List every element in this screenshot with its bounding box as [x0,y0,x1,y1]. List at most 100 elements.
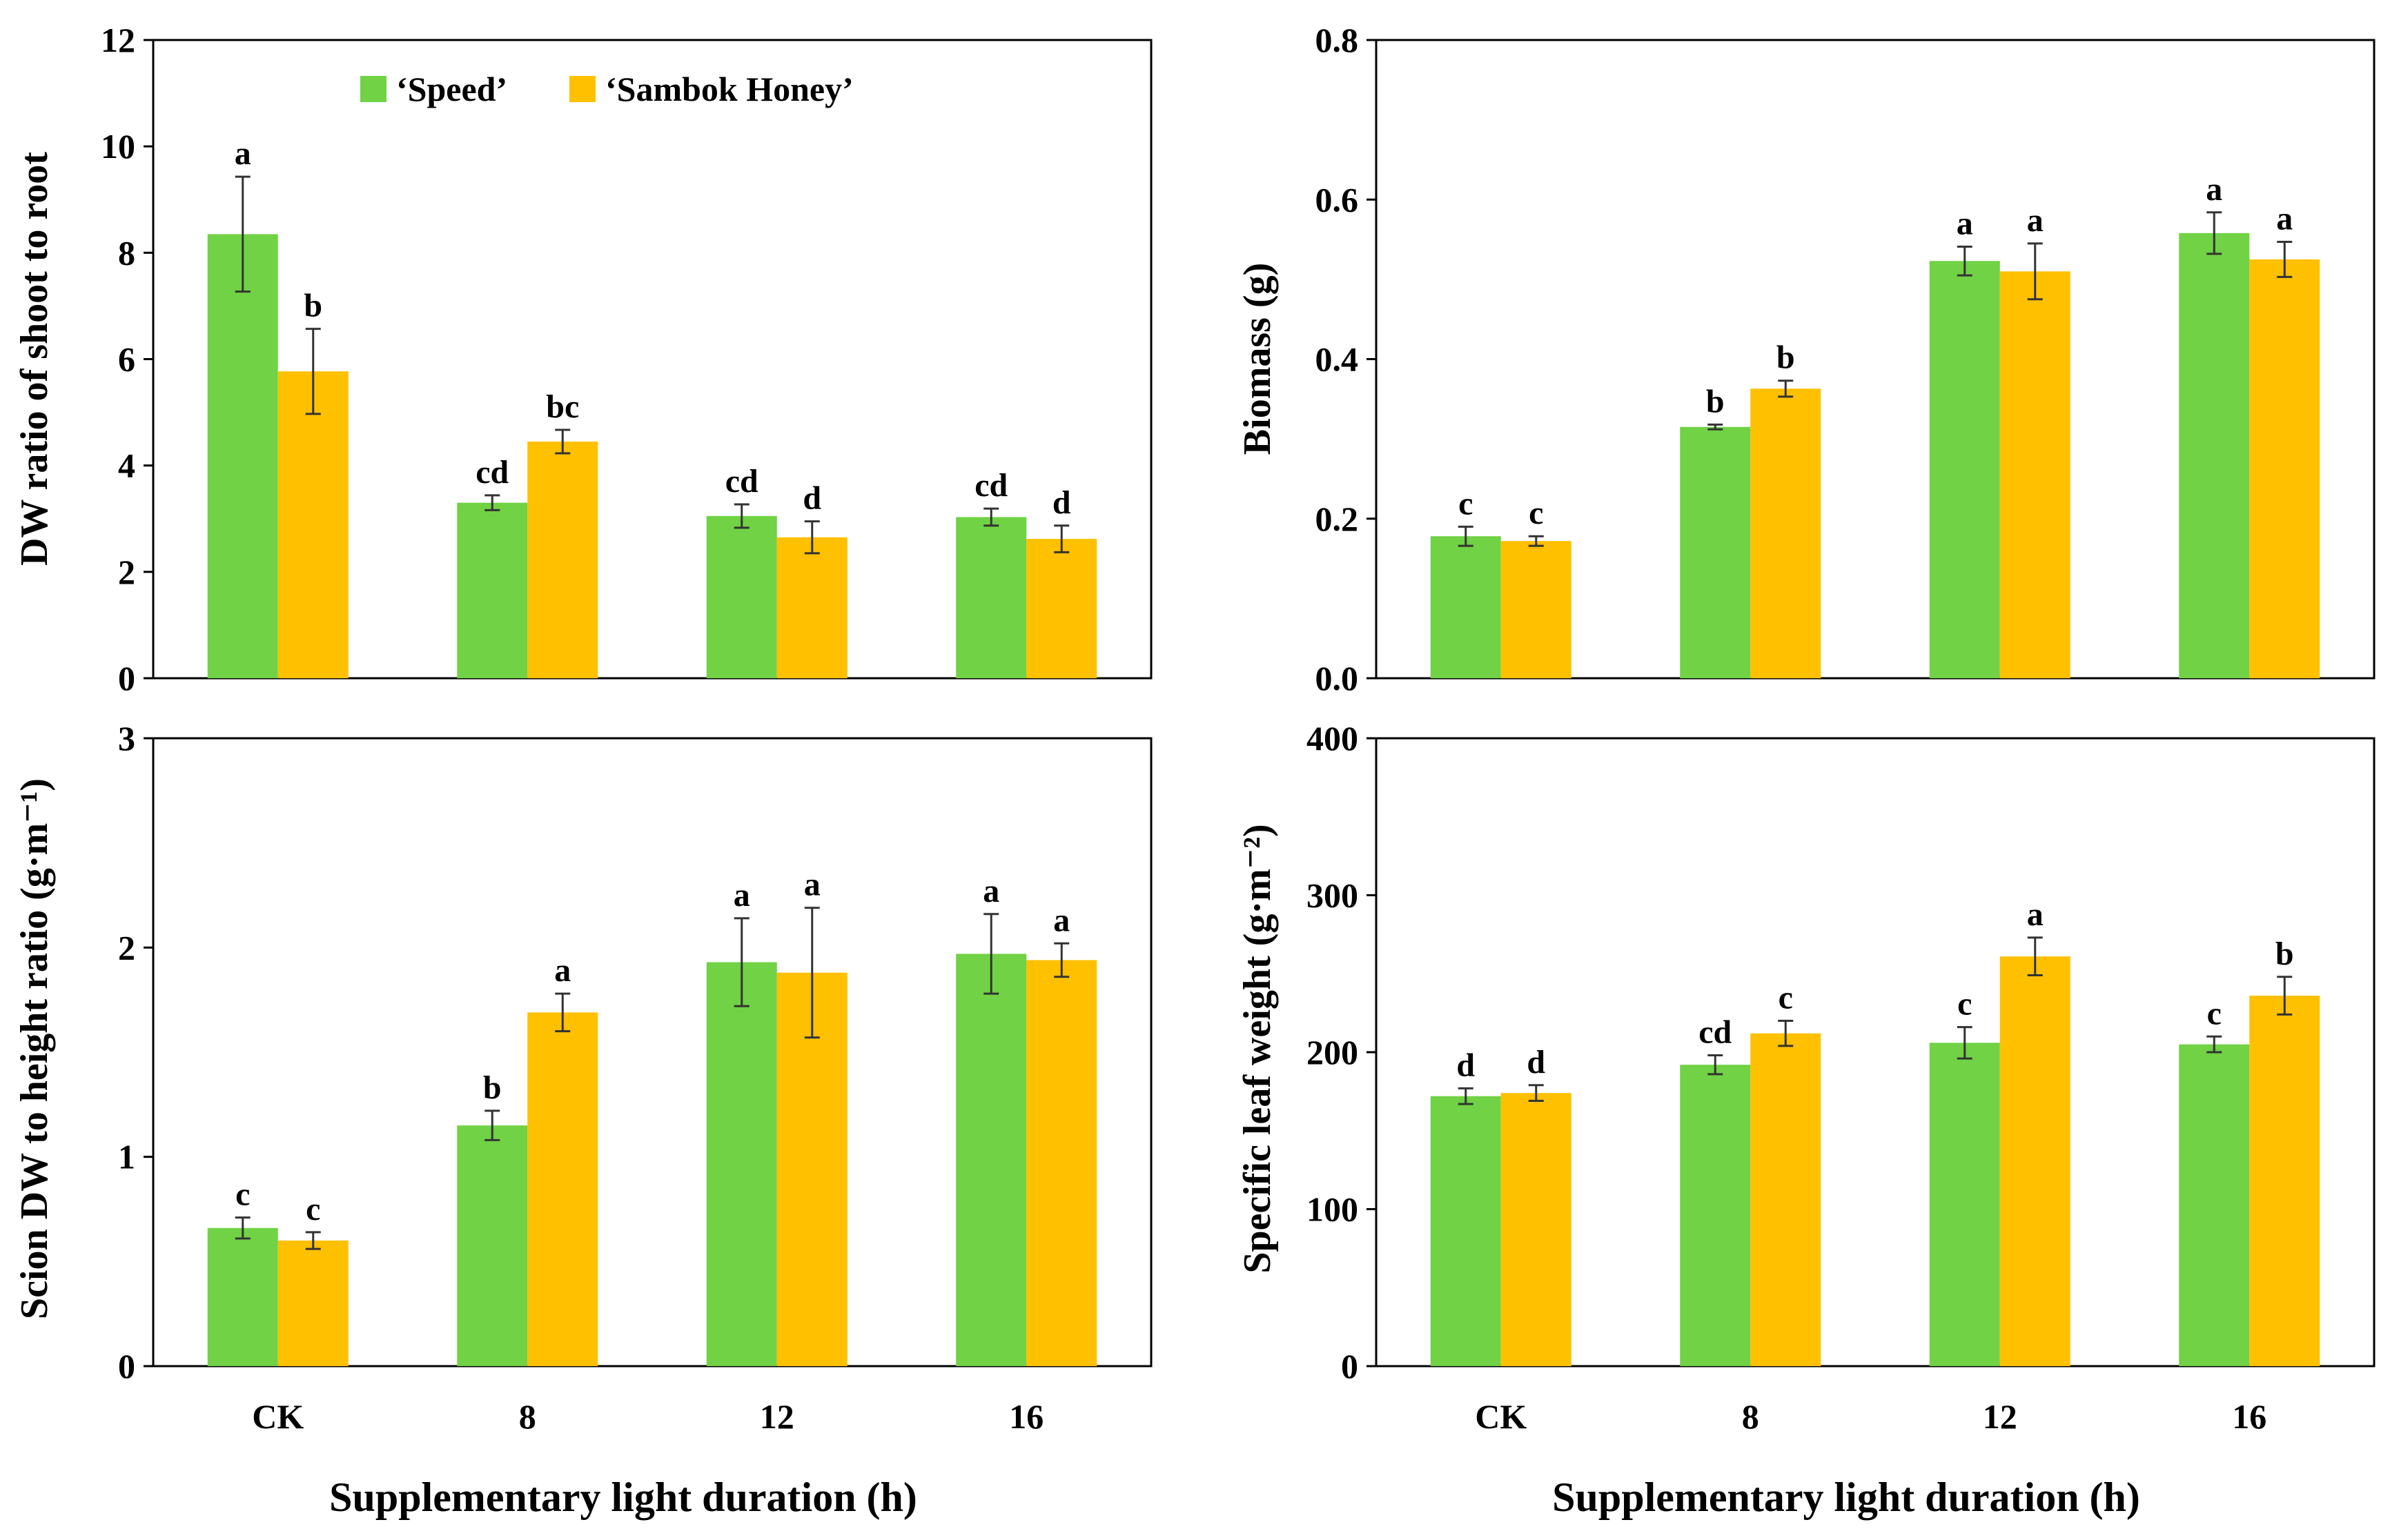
significance-label: a [235,135,251,172]
bar-speed-ck [1430,1096,1501,1366]
significance-label: d [1456,1047,1475,1083]
significance-label: d [1052,484,1071,521]
plot-frame [152,737,1153,1368]
significance-label: d [803,480,821,517]
bar-sambok-honey-8 [527,1012,598,1366]
significance-label: a [1053,902,1070,938]
x-category-label: 8 [1742,1397,1759,1436]
significance-label: a [983,873,999,909]
bar-sambok-honey-16 [2249,996,2320,1366]
y-tick-label: 400 [1306,719,1358,758]
y-tick-label: 300 [1306,876,1358,915]
significance-label: c [306,1191,320,1227]
significance-label: a [554,952,571,989]
significance-label: a [2027,202,2044,239]
y-tick-label: 1 [118,1138,135,1176]
significance-label: b [1706,383,1725,419]
bar-speed-ck [207,234,278,679]
panel-scion-dw-height-ratio: Scion DW to height ratio (g·m⁻¹) Supplem… [13,719,1153,1520]
bar-speed-12 [1929,1043,2000,1366]
significance-label: c [1957,986,1972,1023]
y-tick-label: 10 [101,127,135,166]
x-category-label: 16 [1009,1397,1044,1436]
bar-sambok-honey-12 [1999,271,2070,678]
bar-sambok-honey-ck [277,371,349,678]
bar-sambok-honey-ck [1500,1093,1571,1366]
bar-sambok-honey-16 [2249,259,2320,678]
significance-label: c [1529,495,1543,531]
significance-label: a [2206,171,2222,208]
x-category-label: CK [1475,1397,1527,1436]
significance-label: cd [1698,1014,1732,1051]
y-tick-label: 6 [118,340,135,379]
significance-label: c [2207,995,2222,1031]
significance-label: a [2027,896,2044,933]
bar-sambok-honey-8 [527,441,598,678]
bar-speed-12 [706,962,777,1366]
significance-label: b [1776,339,1795,376]
x-axis-title: Supplementary light duration (h) [1552,1474,2140,1520]
significance-label: cd [725,463,758,500]
bar-sambok-honey-12 [1999,956,2070,1366]
significance-label: c [1458,485,1473,522]
significance-label: bc [546,388,579,425]
bar-speed-ck [207,1227,278,1366]
y-tick-label: 0.2 [1315,500,1359,538]
significance-label: b [483,1069,502,1106]
y-tick-label: 0 [118,1347,135,1385]
legend-label-sambok-honey: ‘Sambok Honey’ [605,70,854,108]
x-category-label: 12 [760,1397,794,1436]
x-category-label: CK [252,1397,304,1436]
legend-swatch-speed [360,76,386,102]
bar-speed-16 [956,954,1027,1366]
bar-speed-8 [457,502,528,678]
y-tick-label: 0.6 [1315,180,1359,219]
y-tick-label: 0.4 [1315,340,1359,379]
x-category-label: 12 [1983,1397,2017,1436]
bar-speed-12 [1929,261,2000,678]
bar-speed-16 [2179,1044,2250,1366]
bar-speed-12 [706,515,777,678]
bar-sambok-honey-8 [1750,1033,1821,1366]
y-tick-label: 0 [1341,1347,1358,1385]
significance-label: c [235,1176,250,1213]
bar-sambok-honey-ck [1500,541,1571,678]
y-axis-title: DW ratio of shoot to root [13,152,56,566]
significance-label: a [734,877,750,914]
bar-sambok-honey-16 [1026,539,1097,678]
y-tick-label: 3 [118,719,135,758]
y-tick-label: 8 [118,233,135,272]
y-tick-label: 12 [101,21,135,59]
legend-swatch-sambok-honey [569,76,596,102]
significance-label: d [1527,1044,1545,1080]
x-axis-title: Supplementary light duration (h) [329,1474,917,1520]
significance-label: a [1957,205,1973,241]
x-category-label: 8 [519,1397,536,1436]
y-axis-title: Specific leaf weight (g·m⁻²) [1236,824,1279,1273]
x-category-label: 16 [2232,1397,2266,1436]
bar-speed-8 [1680,426,1751,678]
panel-biomass: Biomass (g) 0.0 0.2 0.4 0.6 0.8 c c b b a a a a [1236,21,2376,698]
y-axis-title: Biomass (g) [1236,263,1279,455]
significance-label: cd [476,454,509,491]
panel-shoot-root-ratio: DW ratio of shoot to root 024681012abcdb… [13,21,1153,698]
y-tick-label: 0.0 [1315,659,1359,698]
bar-speed-8 [1680,1065,1751,1366]
bar-sambok-honey-12 [776,537,848,678]
significance-label: cd [974,467,1008,504]
bar-speed-8 [457,1125,528,1366]
y-tick-label: 2 [118,553,135,591]
significance-label: a [804,867,821,903]
bar-sambok-honey-8 [1750,388,1821,678]
significance-label: b [2275,936,2294,972]
bar-speed-16 [2179,233,2250,678]
bar-speed-16 [956,517,1027,678]
bar-sambok-honey-16 [1026,960,1097,1366]
significance-label: a [2276,201,2293,237]
y-tick-label: 0.8 [1315,21,1359,59]
legend-label-speed: ‘Speed’ [396,70,507,108]
panel-specific-leaf-weight: Specific leaf weight (g·m⁻²) Supplementa… [1236,719,2376,1520]
significance-label: b [304,288,322,324]
y-tick-label: 4 [118,446,135,485]
